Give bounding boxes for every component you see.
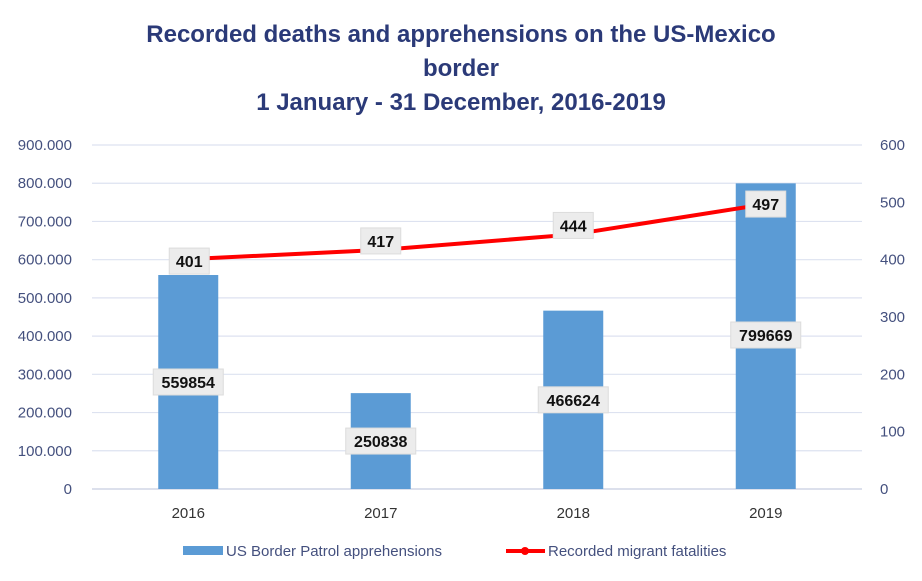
legend-swatch-marker bbox=[521, 547, 529, 555]
y-left-tick-label: 900.000 bbox=[18, 137, 72, 154]
x-tick-label: 2016 bbox=[172, 505, 205, 522]
bar-data-label-box bbox=[152, 368, 224, 396]
line-data-label: 417 bbox=[367, 234, 394, 251]
x-tick-label: 2018 bbox=[557, 505, 590, 522]
y-right-tick-label: 100 bbox=[880, 424, 905, 441]
chart-title: Recorded deaths and apprehensions on the… bbox=[0, 18, 922, 120]
bar-data-label-box bbox=[537, 386, 609, 414]
line-data-label: 401 bbox=[176, 254, 203, 271]
y-left-tick-label: 100.000 bbox=[18, 443, 72, 460]
bar-data-label: 250838 bbox=[354, 434, 407, 451]
y-left-tick-label: 400.000 bbox=[18, 328, 72, 345]
y-left-tick-label: 200.000 bbox=[18, 405, 72, 422]
x-tick-label: 2017 bbox=[364, 505, 397, 522]
line-data-label: 444 bbox=[560, 218, 587, 235]
y-left-tick-label: 700.000 bbox=[18, 213, 72, 230]
y-right-tick-label: 500 bbox=[880, 194, 905, 211]
y-right-tick-label: 300 bbox=[880, 309, 905, 326]
legend-label-line: Recorded migrant fatalities bbox=[548, 543, 726, 560]
y-left-tick-label: 0 bbox=[64, 481, 72, 498]
legend-label-bars: US Border Patrol apprehensions bbox=[226, 543, 442, 560]
y-right-tick-label: 600 bbox=[880, 137, 905, 154]
line-data-label: 497 bbox=[752, 197, 779, 214]
x-tick-label: 2019 bbox=[749, 505, 782, 522]
line-data-label-box bbox=[552, 211, 594, 239]
y-right-tick-label: 0 bbox=[880, 481, 888, 498]
chart-title-line-2: border bbox=[422, 55, 499, 82]
line-data-label-box bbox=[360, 227, 402, 255]
chart-title-line-1: Recorded deaths and apprehensions on the… bbox=[146, 21, 776, 48]
y-right-tick-label: 400 bbox=[880, 252, 905, 269]
y-left-tick-label: 500.000 bbox=[18, 290, 72, 307]
bar-data-label: 559854 bbox=[162, 375, 215, 392]
bar-data-label: 466624 bbox=[547, 393, 600, 410]
y-right-tick-label: 200 bbox=[880, 366, 905, 383]
y-left-tick-label: 600.000 bbox=[18, 252, 72, 269]
series-line bbox=[188, 202, 767, 262]
bar-data-label-box bbox=[345, 427, 417, 455]
y-left-tick-label: 300.000 bbox=[18, 366, 72, 383]
y-left-tick-label: 800.000 bbox=[18, 175, 72, 192]
bar-data-label-box bbox=[730, 321, 802, 349]
bar-data-label: 799669 bbox=[739, 328, 792, 345]
chart-title-line-3: 1 January - 31 December, 2016-2019 bbox=[256, 89, 666, 116]
line-data-label-box bbox=[168, 247, 210, 275]
legend-swatch-bars bbox=[183, 546, 223, 555]
line-data-label-box bbox=[745, 190, 787, 218]
